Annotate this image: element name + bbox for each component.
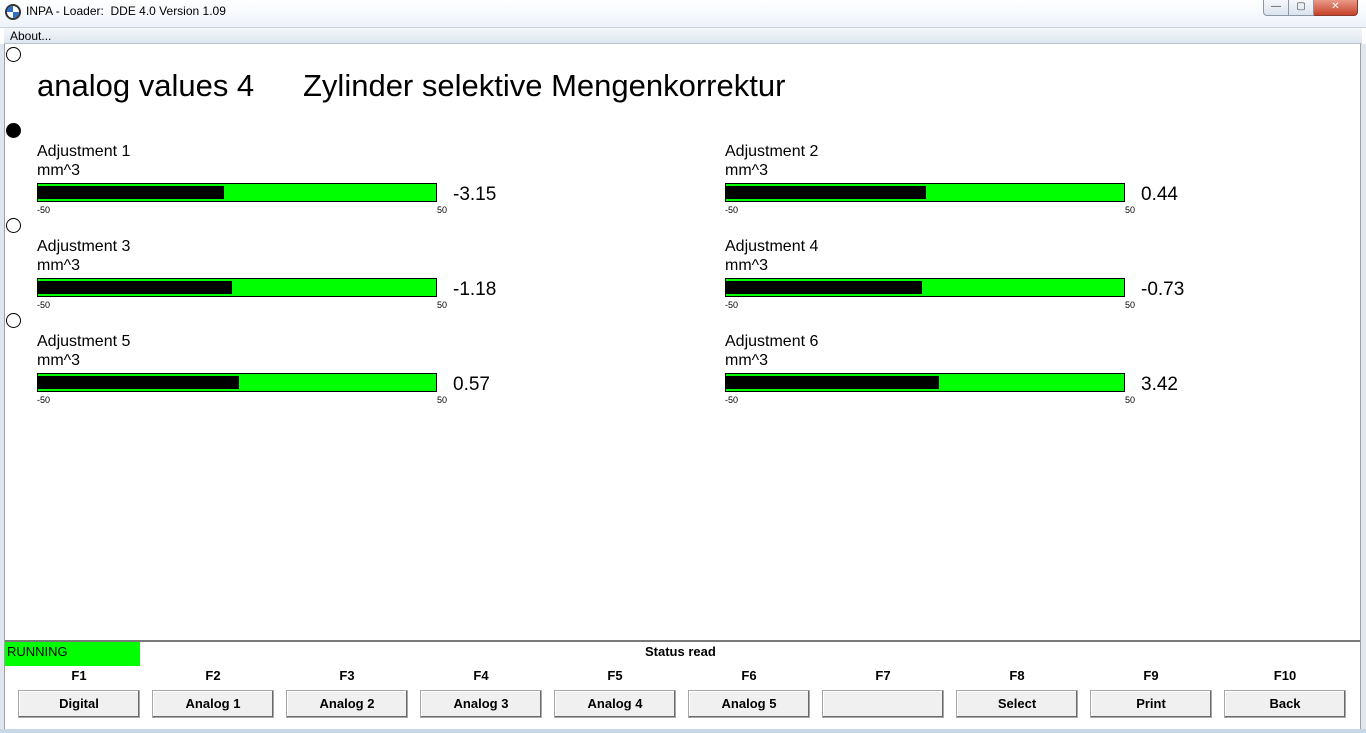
gauge-unit: mm^3	[37, 352, 81, 369]
gauge-bar	[725, 278, 1125, 297]
gauge-unit: mm^3	[725, 257, 769, 274]
gauge-min: -50	[725, 300, 739, 310]
menu-about[interactable]: About...	[10, 29, 52, 43]
gauge-unit: mm^3	[37, 162, 81, 179]
gauge-max: 50	[437, 300, 448, 310]
gauge-label: Adjustment 5	[37, 333, 131, 350]
window-controls: — ▢ ✕	[1263, 0, 1358, 16]
status-panel: RUNNING Status read F1 F2 F3 F4 F5 F6 F7…	[5, 640, 1360, 733]
select-button[interactable]: Select	[956, 690, 1078, 718]
maximize-button[interactable]: ▢	[1289, 0, 1314, 16]
fkey-label-f4: F4	[473, 668, 489, 683]
taskbar-edge	[0, 729, 1366, 733]
minimize-button[interactable]: —	[1263, 0, 1289, 16]
print-button[interactable]: Print	[1090, 690, 1212, 718]
window-title: INPA - Loader: DDE 4.0 Version 1.09	[26, 4, 226, 18]
status-message: Status read	[645, 644, 716, 659]
selector-radio-2[interactable]	[6, 123, 21, 138]
bmw-logo-icon	[5, 4, 21, 20]
menu-bar: About...	[4, 28, 1362, 44]
analog-1-button[interactable]: Analog 1	[152, 690, 274, 718]
page-heading: analog values 4	[37, 68, 255, 103]
gauge-min: -50	[37, 395, 51, 405]
gauge-adjustment-3: Adjustment 3 mm^3 -50 50 -1.18	[37, 238, 517, 318]
gauge-value: 0.44	[1141, 184, 1178, 205]
fkey-label-f2: F2	[205, 668, 221, 683]
gauge-adjustment-1: Adjustment 1 mm^3 -50 50 -3.15	[37, 143, 517, 223]
gauge-bar	[725, 373, 1125, 392]
fkey-label-f3: F3	[339, 668, 355, 683]
gauge-min: -50	[725, 205, 739, 215]
fkey-label-f10: F10	[1273, 668, 1297, 683]
gauge-value: 3.42	[1141, 374, 1178, 395]
gauge-max: 50	[1125, 395, 1136, 405]
gauge-bar-fill	[38, 186, 225, 199]
gauge-bar-fill	[38, 281, 233, 294]
fkey-label-f9: F9	[1143, 668, 1159, 683]
gauge-min: -50	[37, 300, 51, 310]
gauge-label: Adjustment 2	[725, 143, 819, 160]
gauge-unit: mm^3	[725, 352, 769, 369]
gauge-value: -0.73	[1141, 279, 1185, 300]
gauge-bar	[725, 183, 1125, 202]
main-content	[5, 45, 1360, 640]
selector-radio-3[interactable]	[6, 218, 21, 233]
selector-radio-4[interactable]	[6, 313, 21, 328]
analog-4-button[interactable]: Analog 4	[554, 690, 676, 718]
gauge-value: -1.18	[453, 279, 497, 300]
analog-3-button[interactable]: Analog 3	[420, 690, 542, 718]
fkey-label-f5: F5	[607, 668, 623, 683]
gauge-bar	[37, 373, 437, 392]
gauge-label: Adjustment 1	[37, 143, 131, 160]
window-titlebar: INPA - Loader: DDE 4.0 Version 1.09 — ▢ …	[0, 0, 1366, 28]
fkey-label-f7: F7	[875, 668, 891, 683]
gauge-min: -50	[725, 395, 739, 405]
fkey-label-f6: F6	[741, 668, 757, 683]
running-badge: RUNNING	[5, 642, 140, 666]
gauge-bar-fill	[726, 281, 923, 294]
window-frame-left	[0, 44, 5, 733]
gauge-value: -3.15	[453, 184, 497, 205]
gauge-adjustment-4: Adjustment 4 mm^3 -50 50 -0.73	[725, 238, 1205, 318]
gauge-max: 50	[437, 205, 448, 215]
gauge-max: 50	[1125, 205, 1136, 215]
gauge-bar-fill	[38, 376, 240, 389]
gauge-adjustment-6: Adjustment 6 mm^3 -50 50 3.42	[725, 333, 1205, 413]
gauge-label: Adjustment 3	[37, 238, 131, 255]
gauge-adjustment-5: Adjustment 5 mm^3 -50 50 0.57	[37, 333, 517, 413]
selector-radio-1[interactable]	[6, 47, 21, 62]
window-frame-right	[1360, 44, 1366, 733]
analog-5-button[interactable]: Analog 5	[688, 690, 810, 718]
fkey-label-f8: F8	[1009, 668, 1025, 683]
gauge-unit: mm^3	[725, 162, 769, 179]
digital-button[interactable]: Digital	[18, 690, 140, 718]
gauge-bar	[37, 278, 437, 297]
close-button[interactable]: ✕	[1314, 0, 1358, 16]
gauge-bar	[37, 183, 437, 202]
gauge-min: -50	[37, 205, 51, 215]
gauge-max: 50	[437, 395, 448, 405]
gauge-adjustment-2: Adjustment 2 mm^3 -50 50 0.44	[725, 143, 1205, 223]
fkey-label-f1: F1	[71, 668, 87, 683]
gauge-bar-fill	[726, 376, 939, 389]
gauge-unit: mm^3	[37, 257, 81, 274]
gauge-value: 0.57	[453, 374, 490, 395]
gauge-bar-fill	[726, 186, 926, 199]
gauge-label: Adjustment 4	[725, 238, 819, 255]
back-button[interactable]: Back	[1224, 690, 1346, 718]
gauge-max: 50	[1125, 300, 1136, 310]
f7-empty-button[interactable]	[822, 690, 944, 718]
gauge-label: Adjustment 6	[725, 333, 819, 350]
analog-2-button[interactable]: Analog 2	[286, 690, 408, 718]
page-title: Zylinder selektive Mengenkorrektur	[303, 68, 786, 103]
